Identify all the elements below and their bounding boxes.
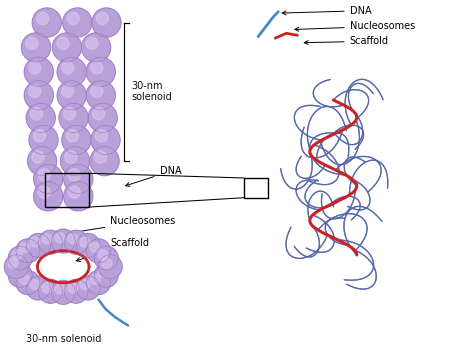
Circle shape — [27, 147, 57, 176]
Text: Nucleosomes: Nucleosomes — [60, 216, 175, 236]
Circle shape — [94, 246, 118, 270]
Circle shape — [38, 169, 50, 181]
Circle shape — [76, 276, 100, 300]
Circle shape — [32, 8, 61, 37]
Circle shape — [98, 267, 108, 277]
Circle shape — [34, 164, 63, 193]
Circle shape — [53, 33, 82, 62]
Circle shape — [86, 81, 115, 110]
Circle shape — [91, 125, 120, 154]
Text: 30-nm solenoid: 30-nm solenoid — [26, 334, 101, 344]
Circle shape — [65, 151, 77, 163]
Circle shape — [90, 242, 100, 252]
Circle shape — [21, 33, 51, 62]
Circle shape — [59, 103, 88, 132]
Circle shape — [28, 62, 41, 74]
Circle shape — [63, 8, 92, 37]
Circle shape — [32, 151, 44, 163]
Circle shape — [68, 283, 78, 293]
Circle shape — [8, 246, 32, 270]
Circle shape — [38, 230, 62, 254]
Circle shape — [51, 229, 75, 253]
Circle shape — [64, 230, 88, 254]
Circle shape — [64, 164, 93, 193]
Circle shape — [80, 280, 90, 290]
Circle shape — [24, 81, 54, 110]
Circle shape — [51, 280, 75, 304]
Circle shape — [98, 250, 108, 260]
Circle shape — [62, 62, 74, 74]
Circle shape — [26, 103, 55, 132]
Circle shape — [96, 12, 109, 24]
Circle shape — [55, 284, 65, 294]
Circle shape — [90, 147, 119, 176]
Text: 30-nm
solenoid: 30-nm solenoid — [131, 81, 172, 102]
Circle shape — [8, 258, 18, 268]
Circle shape — [27, 234, 50, 257]
Circle shape — [94, 263, 118, 287]
Circle shape — [60, 147, 90, 176]
Circle shape — [16, 271, 40, 295]
Circle shape — [24, 57, 54, 86]
Circle shape — [68, 234, 78, 244]
Circle shape — [19, 274, 29, 284]
Circle shape — [90, 274, 100, 284]
Circle shape — [8, 263, 32, 287]
Circle shape — [4, 255, 28, 279]
Circle shape — [28, 85, 41, 97]
Circle shape — [67, 12, 79, 24]
Circle shape — [16, 239, 40, 263]
Circle shape — [68, 169, 80, 181]
Circle shape — [66, 130, 78, 142]
Circle shape — [80, 237, 90, 247]
Circle shape — [55, 233, 65, 243]
Circle shape — [57, 57, 86, 86]
Text: Scaffold: Scaffold — [76, 238, 149, 261]
Circle shape — [30, 280, 40, 290]
Circle shape — [76, 234, 100, 257]
Circle shape — [62, 85, 74, 97]
Circle shape — [64, 108, 76, 120]
Circle shape — [87, 239, 110, 263]
Circle shape — [91, 62, 103, 74]
Circle shape — [64, 182, 93, 211]
Circle shape — [95, 130, 108, 142]
Circle shape — [30, 108, 43, 120]
Circle shape — [92, 8, 121, 37]
Text: Nucleosomes: Nucleosomes — [295, 21, 415, 31]
Circle shape — [68, 186, 80, 198]
Circle shape — [91, 85, 103, 97]
Circle shape — [92, 108, 105, 120]
Circle shape — [94, 151, 107, 163]
Circle shape — [38, 186, 50, 198]
Circle shape — [19, 242, 29, 252]
Circle shape — [30, 237, 40, 247]
Circle shape — [38, 279, 62, 303]
Circle shape — [42, 234, 52, 244]
Circle shape — [98, 255, 122, 279]
Text: Scaffold: Scaffold — [304, 36, 389, 46]
Circle shape — [86, 37, 98, 49]
Circle shape — [12, 250, 22, 260]
Circle shape — [26, 37, 38, 49]
Circle shape — [29, 125, 58, 154]
Circle shape — [36, 12, 49, 24]
Circle shape — [12, 267, 22, 277]
Text: DNA: DNA — [282, 6, 371, 16]
Circle shape — [87, 271, 110, 295]
Circle shape — [82, 33, 110, 62]
Circle shape — [86, 57, 115, 86]
Circle shape — [88, 103, 117, 132]
Circle shape — [57, 81, 86, 110]
Circle shape — [34, 182, 63, 211]
Circle shape — [33, 130, 46, 142]
Circle shape — [27, 276, 50, 300]
Circle shape — [57, 37, 69, 49]
Circle shape — [64, 279, 88, 303]
Circle shape — [102, 258, 112, 268]
Circle shape — [42, 283, 52, 293]
Text: DNA: DNA — [126, 166, 181, 186]
Circle shape — [62, 125, 91, 154]
